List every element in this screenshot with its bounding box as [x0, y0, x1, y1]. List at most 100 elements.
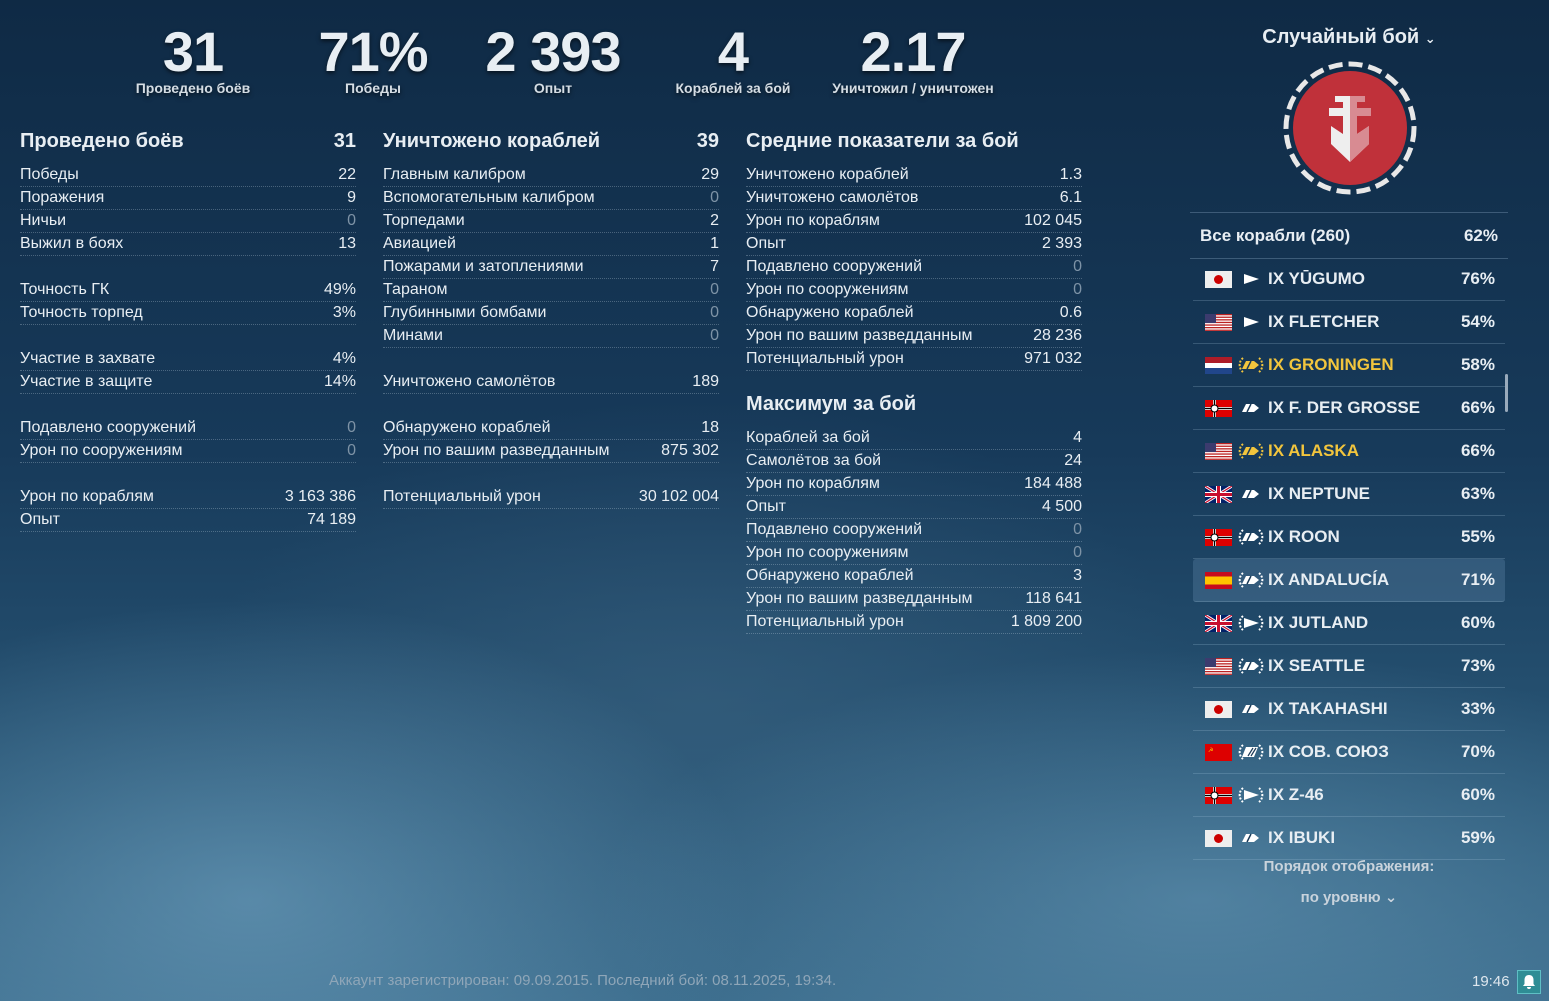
- ship-row[interactable]: IX F. DER GROSSE 66%: [1193, 387, 1505, 430]
- stat-row: Урон по сооружениям 0: [746, 542, 1082, 565]
- ship-list[interactable]: IX YŪGUMO 76% IX FLETCHER 54% IX GRONINGEN 58…: [1193, 258, 1505, 860]
- column-destroyed: Уничтожено кораблей 39 Главным калибром 29 В…: [383, 130, 719, 509]
- ship-name: IX IBUKI: [1268, 828, 1336, 847]
- stat-label: Подавлено сооружений: [746, 521, 923, 538]
- stat-label: Опыт: [746, 235, 786, 252]
- destroyer-icon: [1238, 268, 1264, 290]
- ship-winrate: 63%: [1460, 484, 1495, 503]
- stat-value: 49%: [323, 281, 356, 298]
- ship-name: IX F. DER GROSSE: [1268, 398, 1421, 417]
- ship-row[interactable]: IX GRONINGEN 58%: [1193, 344, 1505, 387]
- ship-name: IX ALASKA: [1268, 441, 1359, 460]
- flag-usa-icon: [1205, 657, 1232, 675]
- stat-label: Минами: [383, 327, 443, 344]
- stat-label: Подавлено сооружений: [746, 258, 923, 275]
- all-ships-row[interactable]: Все корабли (260) 62%: [1190, 212, 1508, 259]
- stat-value: 0: [1073, 281, 1082, 298]
- stat-label: Главным калибром: [383, 166, 526, 183]
- stat-value: 971 032: [1024, 350, 1082, 367]
- stat-label: Победы: [20, 166, 79, 183]
- ship-winrate: 55%: [1460, 527, 1495, 546]
- cruiser-premium-icon: [1238, 354, 1264, 376]
- group-spacer: [383, 394, 719, 417]
- stat-value: 0: [1073, 544, 1082, 561]
- stat-label: Точность торпед: [20, 304, 143, 321]
- ship-row[interactable]: IX YŪGUMO 76%: [1193, 258, 1505, 301]
- sort-order-dropdown[interactable]: по уровню ⌄: [1300, 889, 1398, 906]
- flag-japan-icon: [1205, 700, 1232, 718]
- battle-mode-dropdown[interactable]: Случайный бой ⌄: [1262, 26, 1436, 48]
- stat-label: Урон по сооружениям: [746, 544, 909, 561]
- stat-row: Поражения 9: [20, 187, 356, 210]
- ship-winrate: 73%: [1460, 656, 1495, 675]
- stat-value: 74 189: [307, 511, 356, 528]
- cruiser-icon: [1238, 698, 1264, 720]
- stat-label: Урон по вашим разведданным: [746, 327, 973, 344]
- ship-row[interactable]: IX NEPTUNE 63%: [1193, 473, 1505, 516]
- notifications-button[interactable]: [1517, 970, 1541, 994]
- stat-row: Подавлено сооружений 0: [746, 256, 1082, 279]
- chevron-down-icon: ⌄: [1384, 889, 1398, 906]
- flag-germany-icon: [1205, 786, 1232, 804]
- stat-row: Опыт 74 189: [20, 509, 356, 532]
- ship-winrate: 70%: [1460, 742, 1495, 761]
- stat-row: Урон по кораблям 184 488: [746, 473, 1082, 496]
- section-total: 31: [333, 130, 356, 152]
- group-spacer: [383, 348, 719, 371]
- ship-list-scrollbar[interactable]: [1505, 374, 1508, 412]
- stat-row: Главным калибром 29: [383, 164, 719, 187]
- group-spacer: [20, 325, 356, 348]
- stat-value: 0: [710, 327, 719, 344]
- destroyer-special-icon: [1238, 612, 1264, 634]
- cruiser-icon: [1238, 827, 1264, 849]
- stat-label: Авиацией: [383, 235, 456, 252]
- ship-row[interactable]: ☭ IX СОВ. СОЮЗ 70%: [1193, 731, 1505, 774]
- stat-value: 0: [347, 419, 356, 436]
- chevron-down-icon: ⌄: [1424, 31, 1436, 46]
- section-title: Уничтожено кораблей: [383, 130, 601, 152]
- stat-label: Выжил в боях: [20, 235, 124, 252]
- ship-row[interactable]: IX JUTLAND 60%: [1193, 602, 1505, 645]
- stat-ships-per-battle: 4 Кораблей за бой: [675, 20, 791, 97]
- stat-row: Урон по вашим разведданным 28 236: [746, 325, 1082, 348]
- stat-value: 0: [710, 281, 719, 298]
- stat-value: 13: [338, 235, 356, 252]
- stat-row: Подавлено сооружений 0: [746, 519, 1082, 542]
- stat-value: 0: [347, 442, 356, 459]
- cruiser-icon: [1238, 397, 1264, 419]
- stat-row: Урон по кораблям 3 163 386: [20, 486, 356, 509]
- stat-row: Урон по вашим разведданным 118 641: [746, 588, 1082, 611]
- bell-icon: [1523, 975, 1535, 989]
- ship-row[interactable]: IX FLETCHER 54%: [1193, 301, 1505, 344]
- stat-row: Урон по сооружениям 0: [746, 279, 1082, 302]
- ship-name: IX GRONINGEN: [1268, 355, 1394, 374]
- stat-row: Подавлено сооружений 0: [20, 417, 356, 440]
- stat-value: 118 641: [1025, 590, 1082, 607]
- stat-row: Точность торпед 3%: [20, 302, 356, 325]
- section-header: Уничтожено кораблей 39: [383, 130, 719, 156]
- clock: 19:46: [1472, 973, 1510, 990]
- ship-row[interactable]: IX Z-46 60%: [1193, 774, 1505, 817]
- cruiser-premium-icon: [1238, 440, 1264, 462]
- ship-row[interactable]: IX SEATTLE 73%: [1193, 645, 1505, 688]
- section-title: Средние показатели за бой: [746, 130, 1019, 152]
- stat-row: Урон по сооружениям 0: [20, 440, 356, 463]
- stat-row: Участие в защите 14%: [20, 371, 356, 394]
- ship-row[interactable]: IX ANDALUCÍA 71%: [1193, 559, 1505, 602]
- ship-row[interactable]: IX TAKAHASHI 33%: [1193, 688, 1505, 731]
- group-spacer: [20, 463, 356, 486]
- stat-label: Потенциальный урон: [746, 613, 904, 630]
- stat-value: 9: [347, 189, 356, 206]
- stat-value: 18: [701, 419, 719, 436]
- stat-label: Точность ГК: [20, 281, 110, 298]
- stat-label: Поражения: [20, 189, 105, 206]
- ship-winrate: 58%: [1460, 355, 1495, 374]
- stat-value: 0: [710, 189, 719, 206]
- ship-row[interactable]: IX ROON 55%: [1193, 516, 1505, 559]
- stat-row: Опыт 2 393: [746, 233, 1082, 256]
- stat-row: Тараном 0: [383, 279, 719, 302]
- ship-row[interactable]: IX IBUKI 59%: [1193, 817, 1505, 860]
- ship-row[interactable]: IX ALASKA 66%: [1193, 430, 1505, 473]
- ship-name: IX FLETCHER: [1268, 312, 1380, 331]
- stat-row: Кораблей за бой 4: [746, 427, 1082, 450]
